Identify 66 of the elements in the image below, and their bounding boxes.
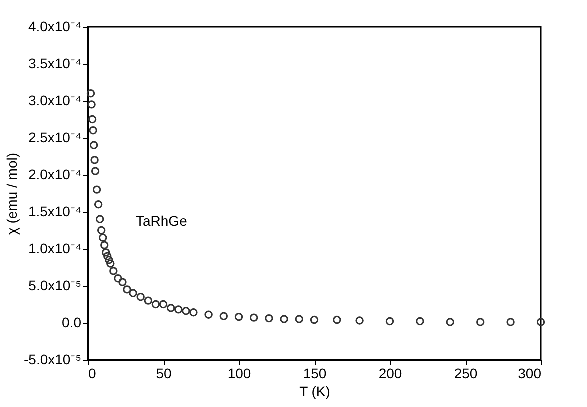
point	[136, 293, 145, 302]
point	[110, 267, 118, 276]
y-tick-label: 1.0x10⁻⁴	[28, 240, 82, 256]
x-tick-label: 300	[518, 366, 542, 382]
point	[265, 314, 274, 323]
point	[123, 286, 132, 294]
point	[416, 317, 424, 326]
point	[94, 200, 103, 209]
point	[106, 260, 115, 268]
point	[96, 215, 104, 224]
point	[182, 307, 190, 316]
y-tick-label: 4.0x10⁻⁴	[28, 18, 82, 34]
point	[88, 115, 97, 124]
point	[89, 126, 98, 135]
y-tick-label: 2.5x10⁻⁴	[28, 130, 82, 146]
x-axis-title: T (K)	[300, 384, 330, 400]
point	[86, 90, 96, 98]
point	[104, 252, 112, 260]
point	[129, 289, 138, 298]
point	[159, 300, 168, 309]
x-tick-label: 200	[378, 366, 402, 382]
point	[152, 300, 160, 309]
x-tick-label: 100	[228, 366, 252, 382]
y-axis-title: χ (emu / mol)	[4, 152, 20, 236]
point	[356, 316, 364, 325]
y-tick-label: -5.0x10⁻⁵	[24, 352, 82, 368]
point	[166, 304, 176, 312]
y-tick-label: 2.0x10⁻⁴	[28, 166, 82, 182]
point	[144, 296, 153, 305]
y-tick-label: 1.5x10⁻⁴	[28, 204, 82, 220]
point	[114, 274, 122, 283]
point	[105, 256, 114, 264]
point	[310, 316, 319, 324]
x-tick-label: 50	[156, 366, 172, 382]
annotation: TaRhGe	[136, 213, 188, 229]
point	[97, 226, 106, 235]
y-tick-label: 0.0	[62, 314, 82, 330]
point	[88, 100, 96, 109]
point	[100, 241, 109, 250]
point	[190, 308, 198, 317]
y-tick-label: 3.5x10⁻⁴	[28, 56, 82, 72]
point	[174, 306, 183, 314]
y-tick-label: 3.0x10⁻⁴	[28, 92, 82, 108]
point	[333, 316, 342, 324]
point	[506, 318, 515, 326]
point	[234, 312, 244, 322]
point	[204, 310, 213, 319]
point	[295, 315, 304, 324]
point	[386, 317, 394, 326]
point	[90, 141, 98, 150]
point	[250, 314, 258, 322]
point	[446, 318, 455, 326]
point	[118, 278, 127, 286]
x-tick-label: 250	[454, 366, 478, 382]
point	[536, 318, 546, 326]
point	[280, 315, 288, 324]
x-tick-label: 0	[88, 366, 96, 382]
point	[98, 234, 108, 242]
point	[102, 248, 110, 257]
y-tick-label: 5.0x10⁻⁵	[28, 278, 82, 294]
x-tick-label: 150	[303, 366, 327, 382]
point	[91, 167, 100, 176]
point	[92, 186, 102, 194]
point	[90, 156, 99, 164]
point	[476, 318, 485, 326]
point	[220, 312, 228, 320]
